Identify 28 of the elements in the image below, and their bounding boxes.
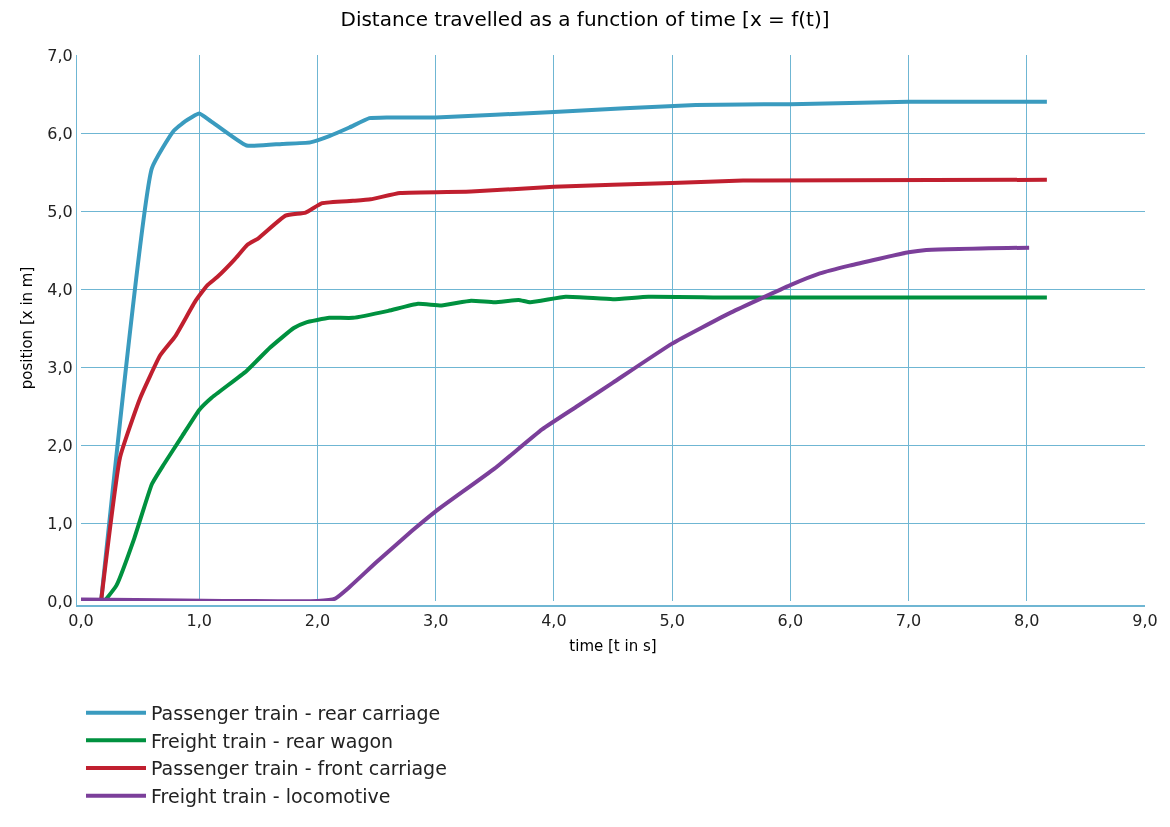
y-tick-label: 5,0 [47,201,73,221]
legend-label: Freight train - locomotive [151,785,391,808]
y-tick-label: 7,0 [47,45,73,65]
chart-title: Distance travelled as a function of time [x = f(t)] [340,7,830,32]
x-tick-label: 1,0 [186,611,212,631]
x-tick-label: 8,0 [1014,611,1040,631]
x-axis-title: time [t in s] [569,636,657,655]
y-tick-label: 0,0 [47,591,73,611]
x-tick-label: 6,0 [777,611,804,631]
legend-label: Passenger train - front carriage [151,757,447,780]
y-axis-title: position [x in m] [17,266,36,390]
x-tick-label: 7,0 [895,611,922,631]
y-tick-label: 1,0 [47,513,73,533]
line-series [102,294,1049,601]
legend-label: Freight train - rear wagon [151,729,394,752]
y-tick-label: 6,0 [47,123,73,143]
line-series [81,245,1032,601]
y-tick-label: 3,0 [47,357,73,377]
x-tick-label: 4,0 [541,611,567,631]
y-tick-label: 4,0 [47,279,73,299]
line-series [99,177,1049,601]
x-tick-label: 3,0 [422,611,449,631]
y-tick-label: 2,0 [47,435,73,455]
x-tick-label: 5,0 [659,611,685,631]
x-tick-label: 0,0 [68,611,94,631]
legend-label: Passenger train - rear carriage [151,702,441,725]
x-tick-label: 2,0 [304,611,331,631]
x-tick-label: 9,0 [1132,611,1158,631]
